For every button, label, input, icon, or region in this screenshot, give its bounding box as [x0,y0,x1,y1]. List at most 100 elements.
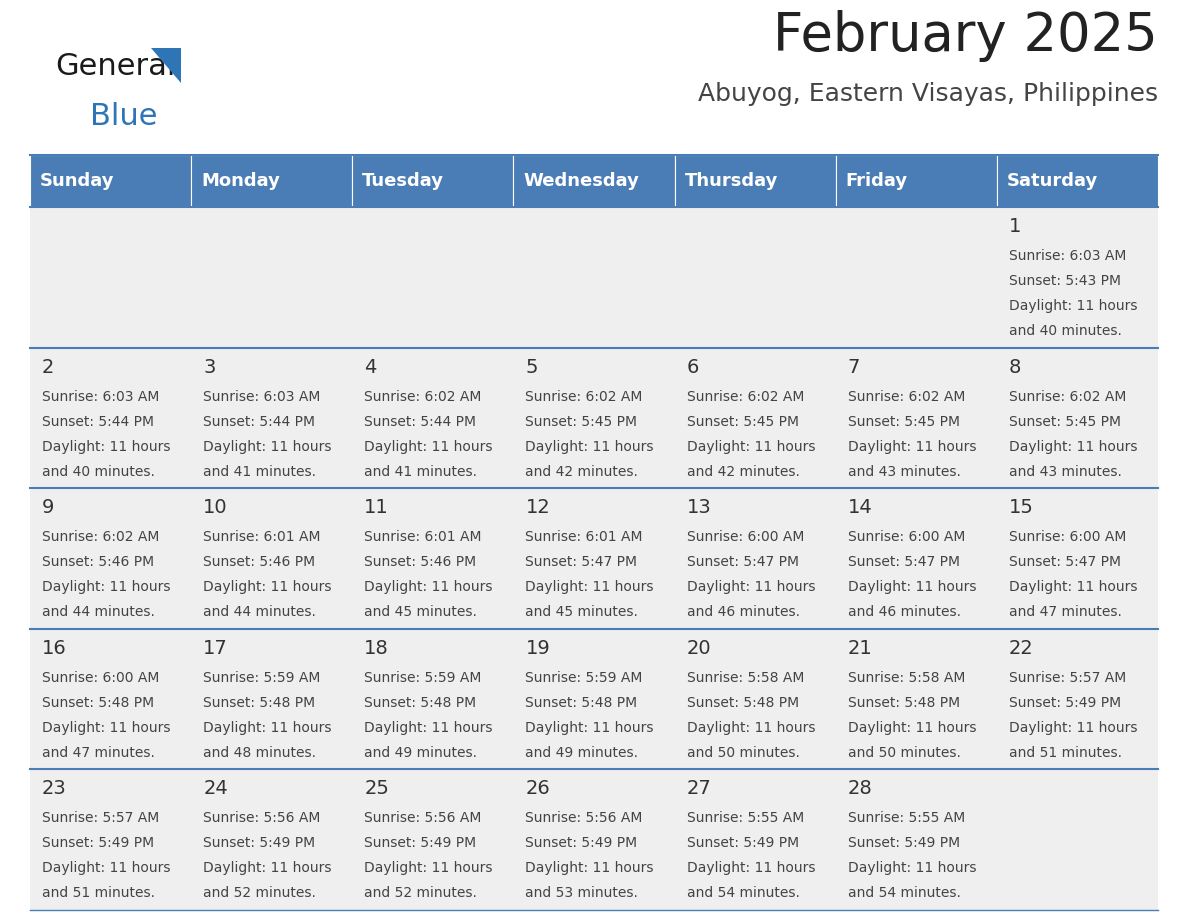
Text: 12: 12 [525,498,550,517]
Text: Sunrise: 6:00 AM: Sunrise: 6:00 AM [687,531,804,544]
Text: Sunrise: 5:58 AM: Sunrise: 5:58 AM [687,671,804,685]
Text: Daylight: 11 hours: Daylight: 11 hours [365,440,493,453]
Bar [30,769,191,910]
Bar [30,155,191,207]
Text: Daylight: 11 hours: Daylight: 11 hours [687,721,815,734]
Text: Sunset: 5:44 PM: Sunset: 5:44 PM [42,415,154,429]
Text: and 40 minutes.: and 40 minutes. [42,465,154,478]
Text: Daylight: 11 hours: Daylight: 11 hours [525,721,653,734]
Text: Daylight: 11 hours: Daylight: 11 hours [42,440,171,453]
Text: Sunset: 5:48 PM: Sunset: 5:48 PM [203,696,315,710]
Text: and 43 minutes.: and 43 minutes. [1009,465,1121,478]
Text: Sunrise: 6:02 AM: Sunrise: 6:02 AM [365,389,481,404]
Text: Sunrise: 6:00 AM: Sunrise: 6:00 AM [1009,531,1126,544]
Text: Abuyog, Eastern Visayas, Philippines: Abuyog, Eastern Visayas, Philippines [697,82,1158,106]
Text: Daylight: 11 hours: Daylight: 11 hours [203,580,331,594]
Text: and 47 minutes.: and 47 minutes. [42,745,154,760]
Text: Daylight: 11 hours: Daylight: 11 hours [42,721,171,734]
Text: Sunset: 5:49 PM: Sunset: 5:49 PM [203,836,315,850]
Text: 18: 18 [365,639,388,658]
Bar [30,348,191,488]
Text: Daylight: 11 hours: Daylight: 11 hours [525,440,653,453]
Text: Tuesday: Tuesday [362,172,444,190]
Polygon shape [151,48,181,83]
Text: 21: 21 [848,639,872,658]
Text: Daylight: 11 hours: Daylight: 11 hours [687,580,815,594]
Bar [191,348,353,488]
Text: and 51 minutes.: and 51 minutes. [1009,745,1121,760]
Text: 3: 3 [203,358,215,376]
Text: Sunset: 5:49 PM: Sunset: 5:49 PM [1009,696,1121,710]
Text: Sunrise: 6:00 AM: Sunrise: 6:00 AM [42,671,159,685]
Text: Daylight: 11 hours: Daylight: 11 hours [687,440,815,453]
Text: Daylight: 11 hours: Daylight: 11 hours [203,721,331,734]
Text: 23: 23 [42,779,67,799]
Text: Saturday: Saturday [1007,172,1098,190]
Bar [835,629,997,769]
Bar [835,488,997,629]
Text: Sunrise: 6:02 AM: Sunrise: 6:02 AM [42,531,159,544]
Text: Daylight: 11 hours: Daylight: 11 hours [525,580,653,594]
Text: Sunrise: 5:56 AM: Sunrise: 5:56 AM [203,812,321,825]
Text: Sunset: 5:43 PM: Sunset: 5:43 PM [1009,274,1120,288]
Text: Sunset: 5:45 PM: Sunset: 5:45 PM [687,415,798,429]
Bar [835,769,997,910]
Text: 14: 14 [848,498,872,517]
Text: and 48 minutes.: and 48 minutes. [203,745,316,760]
Text: 8: 8 [1009,358,1022,376]
Text: and 44 minutes.: and 44 minutes. [203,605,316,620]
Text: 28: 28 [848,779,872,799]
Text: 25: 25 [365,779,390,799]
Text: Sunrise: 5:59 AM: Sunrise: 5:59 AM [203,671,321,685]
Text: Sunrise: 6:01 AM: Sunrise: 6:01 AM [365,531,482,544]
Bar [513,155,675,207]
Text: Friday: Friday [846,172,908,190]
Text: 22: 22 [1009,639,1034,658]
Text: Daylight: 11 hours: Daylight: 11 hours [848,861,977,876]
Text: 24: 24 [203,779,228,799]
Bar [675,207,835,348]
Text: Sunrise: 6:03 AM: Sunrise: 6:03 AM [42,389,159,404]
Text: 6: 6 [687,358,699,376]
Bar [30,488,191,629]
Text: Daylight: 11 hours: Daylight: 11 hours [848,440,977,453]
Text: Sunset: 5:49 PM: Sunset: 5:49 PM [848,836,960,850]
Text: and 52 minutes.: and 52 minutes. [365,887,478,901]
Bar [997,629,1158,769]
Bar [30,629,191,769]
Text: Sunset: 5:48 PM: Sunset: 5:48 PM [42,696,154,710]
Text: 9: 9 [42,498,55,517]
Text: Sunset: 5:44 PM: Sunset: 5:44 PM [203,415,315,429]
Text: Sunrise: 6:02 AM: Sunrise: 6:02 AM [525,389,643,404]
Text: Daylight: 11 hours: Daylight: 11 hours [203,861,331,876]
Text: Sunrise: 6:01 AM: Sunrise: 6:01 AM [203,531,321,544]
Text: Sunday: Sunday [40,172,114,190]
Text: 27: 27 [687,779,712,799]
Text: and 43 minutes.: and 43 minutes. [848,465,961,478]
Text: and 51 minutes.: and 51 minutes. [42,887,154,901]
Text: Daylight: 11 hours: Daylight: 11 hours [1009,440,1137,453]
Bar [191,488,353,629]
Text: Daylight: 11 hours: Daylight: 11 hours [365,580,493,594]
Text: 15: 15 [1009,498,1034,517]
Text: Daylight: 11 hours: Daylight: 11 hours [42,580,171,594]
Text: Sunset: 5:44 PM: Sunset: 5:44 PM [365,415,476,429]
Text: Wednesday: Wednesday [524,172,639,190]
Bar [353,488,513,629]
Bar [675,348,835,488]
Text: and 53 minutes.: and 53 minutes. [525,887,638,901]
Bar [513,348,675,488]
Text: Sunrise: 6:02 AM: Sunrise: 6:02 AM [848,389,965,404]
Text: and 42 minutes.: and 42 minutes. [687,465,800,478]
Text: Sunrise: 6:02 AM: Sunrise: 6:02 AM [1009,389,1126,404]
Text: Thursday: Thursday [684,172,778,190]
Text: and 49 minutes.: and 49 minutes. [365,745,478,760]
Text: 11: 11 [365,498,388,517]
Text: Sunrise: 6:03 AM: Sunrise: 6:03 AM [203,389,321,404]
Text: and 50 minutes.: and 50 minutes. [848,745,961,760]
Text: Sunrise: 5:56 AM: Sunrise: 5:56 AM [365,812,481,825]
Bar [997,488,1158,629]
Bar [835,348,997,488]
Text: and 46 minutes.: and 46 minutes. [848,605,961,620]
Text: General: General [55,52,176,81]
